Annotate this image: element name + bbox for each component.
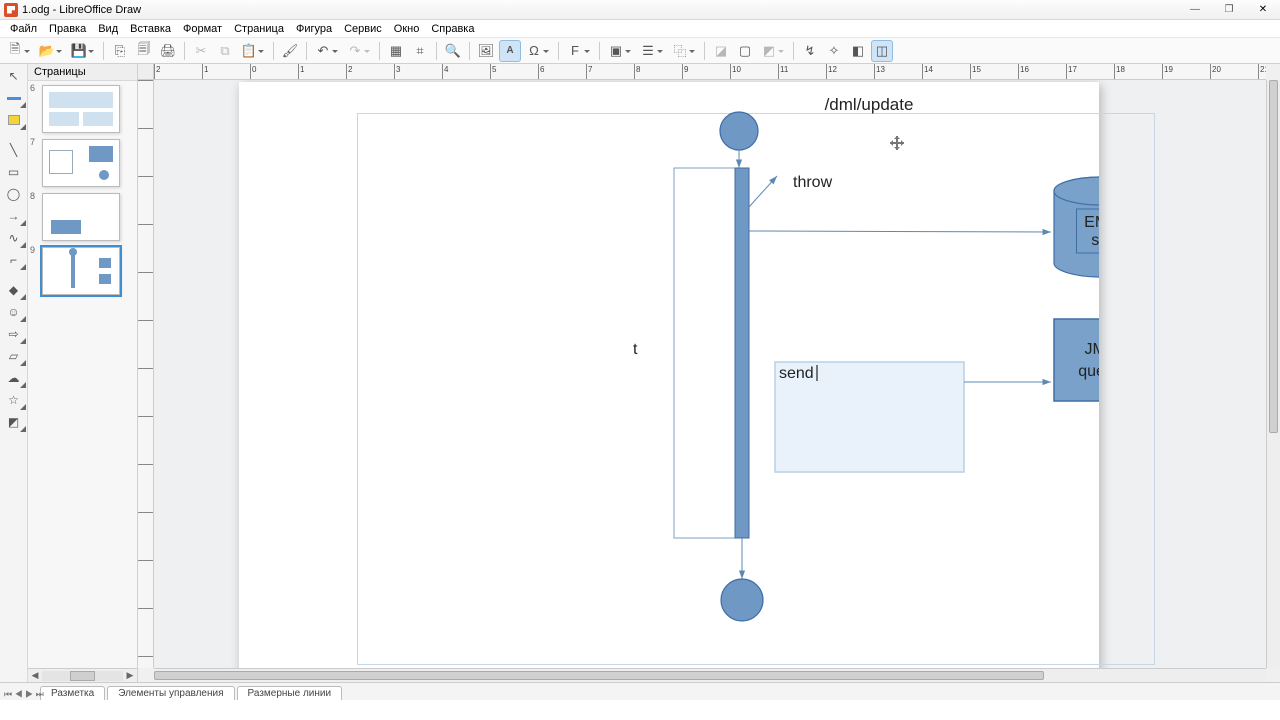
line-tool[interactable]: ╲ xyxy=(2,140,26,160)
arrange-button[interactable]: ☰ xyxy=(637,40,659,62)
menu-window[interactable]: Окно xyxy=(388,23,426,35)
close-button[interactable]: ✕ xyxy=(1246,0,1280,20)
app-icon xyxy=(4,3,18,17)
3d-tool[interactable]: ◩ xyxy=(2,412,26,432)
redo-button[interactable]: ↷ xyxy=(344,40,366,62)
title-bar: 1.odg - LibreOffice Draw — ❐ ✕ xyxy=(0,0,1280,20)
copy-button[interactable]: ⧉ xyxy=(214,40,236,62)
fontwork-button[interactable]: F xyxy=(564,40,586,62)
rect-tool[interactable]: ▭ xyxy=(2,162,26,182)
svg-text:sal: sal xyxy=(1091,232,1099,249)
menu-edit[interactable]: Правка xyxy=(43,23,92,35)
pages-hscroll[interactable]: ◀▶ xyxy=(28,668,137,682)
draw-functions-button[interactable]: ◫ xyxy=(871,40,893,62)
glue-button[interactable]: ✧ xyxy=(823,40,845,62)
fill-color-tool[interactable] xyxy=(2,110,26,130)
svg-text:EMP: EMP xyxy=(1084,214,1099,231)
extrusion-button[interactable]: ◧ xyxy=(847,40,869,62)
left-toolbox: ↖ ╲ ▭ ◯ → ∿ ⌐ ◆ ☺ ⇨ ▱ ☁ ☆ ◩ xyxy=(0,64,28,682)
align-button[interactable]: ▣ xyxy=(605,40,627,62)
layer-tabbar: ⏮ ◀ ▶ ⏭ Разметка Элементы управления Раз… xyxy=(0,682,1280,700)
menu-page[interactable]: Страница xyxy=(228,23,290,35)
menu-file[interactable]: Файл xyxy=(4,23,43,35)
menu-tools[interactable]: Сервис xyxy=(338,23,388,35)
menu-format[interactable]: Формат xyxy=(177,23,228,35)
pages-thumbs: 6 7 8 9 xyxy=(28,81,137,668)
diagram[interactable]: /dml/update t throw EMPsal send JMS queue xyxy=(239,82,1099,668)
menu-help[interactable]: Справка xyxy=(425,23,480,35)
svg-text:send: send xyxy=(779,365,814,382)
canvas[interactable]: /dml/update t throw EMPsal send JMS queue xyxy=(154,80,1266,668)
select-tool[interactable]: ↖ xyxy=(2,66,26,86)
page-thumb[interactable]: 8 xyxy=(32,193,133,241)
maximize-button[interactable]: ❐ xyxy=(1212,0,1246,20)
layer-tab[interactable]: Размерные линии xyxy=(237,686,343,700)
horizontal-ruler: 2101234567891011121314151617181920212223… xyxy=(154,64,1266,80)
open-button[interactable]: 📂 xyxy=(36,40,58,62)
export-button[interactable]: ⎘ xyxy=(109,40,131,62)
curve-tool[interactable]: ∿ xyxy=(2,228,26,248)
paste-button[interactable]: 📋 xyxy=(238,40,260,62)
svg-text:/dml/update: /dml/update xyxy=(825,95,914,114)
main-toolbar: 🗎 📂 💾 ⎘ 🗐 🖨 ✂ ⧉ 📋 🖌 ↶ ↷ ▦ ⌗ 🔍 🖼 A Ω F ▣ … xyxy=(0,38,1280,64)
snap-button[interactable]: ⌗ xyxy=(409,40,431,62)
menu-shape[interactable]: Фигура xyxy=(290,23,338,35)
crop-button[interactable]: ▢ xyxy=(734,40,756,62)
menu-view[interactable]: Вид xyxy=(92,23,124,35)
window-title: 1.odg - LibreOffice Draw xyxy=(22,4,141,16)
star-tool[interactable]: ☆ xyxy=(2,390,26,410)
vertical-scrollbar[interactable] xyxy=(1266,80,1280,668)
layer-tab[interactable]: Элементы управления xyxy=(107,686,234,700)
new-button[interactable]: 🗎 xyxy=(4,40,26,62)
menu-insert[interactable]: Вставка xyxy=(124,23,177,35)
layer-tab[interactable]: Разметка xyxy=(40,686,105,700)
callout-tool[interactable]: ☁ xyxy=(2,368,26,388)
pages-panel: Страницы 6 7 8 9 ◀▶ xyxy=(28,64,138,682)
connector-tool[interactable]: ⌐ xyxy=(2,250,26,270)
move-cursor-icon xyxy=(890,136,904,150)
svg-text:queue: queue xyxy=(1078,363,1099,380)
horizontal-scrollbar[interactable] xyxy=(154,668,1266,682)
minimize-button[interactable]: — xyxy=(1178,0,1212,20)
image-button[interactable]: 🖼 xyxy=(475,40,497,62)
menu-bar: Файл Правка Вид Вставка Формат Страница … xyxy=(0,20,1280,38)
filter-button[interactable]: ◩ xyxy=(758,40,780,62)
flowchart-tool[interactable]: ▱ xyxy=(2,346,26,366)
basic-shapes-tool[interactable]: ◆ xyxy=(2,280,26,300)
svg-text:t: t xyxy=(633,341,638,358)
undo-button[interactable]: ↶ xyxy=(312,40,334,62)
page-thumb[interactable]: 9 xyxy=(32,247,133,295)
svg-text:JMS: JMS xyxy=(1085,341,1100,358)
block-arrows-tool[interactable]: ⇨ xyxy=(2,324,26,344)
save-button[interactable]: 💾 xyxy=(68,40,90,62)
textbox-button[interactable]: A xyxy=(499,40,521,62)
canvas-area: 2101234567891011121314151617181920212223… xyxy=(138,64,1280,682)
export-pdf-button[interactable]: 🗐 xyxy=(133,40,155,62)
tab-nav[interactable]: ⏮ ◀ ▶ ⏭ xyxy=(4,689,44,700)
grid-button[interactable]: ▦ xyxy=(385,40,407,62)
special-char-button[interactable]: Ω xyxy=(523,40,545,62)
clone-format-button[interactable]: 🖌 xyxy=(279,40,301,62)
line-color-tool[interactable] xyxy=(2,88,26,108)
cut-button[interactable]: ✂ xyxy=(190,40,212,62)
print-button[interactable]: 🖨 xyxy=(157,40,179,62)
page-thumb[interactable]: 7 xyxy=(32,139,133,187)
shadow-button[interactable]: ◪ xyxy=(710,40,732,62)
vertical-ruler xyxy=(138,80,154,668)
page-thumb[interactable]: 6 xyxy=(32,85,133,133)
points-button[interactable]: ↯ xyxy=(799,40,821,62)
ellipse-tool[interactable]: ◯ xyxy=(2,184,26,204)
pages-panel-title: Страницы xyxy=(28,64,137,81)
symbol-shapes-tool[interactable]: ☺ xyxy=(2,302,26,322)
arrow-tool[interactable]: → xyxy=(2,206,26,226)
distribute-button[interactable]: ⿻ xyxy=(669,40,691,62)
drawing-page[interactable]: /dml/update t throw EMPsal send JMS queue xyxy=(239,82,1099,668)
svg-text:throw: throw xyxy=(793,174,833,191)
zoom-button[interactable]: 🔍 xyxy=(442,40,464,62)
